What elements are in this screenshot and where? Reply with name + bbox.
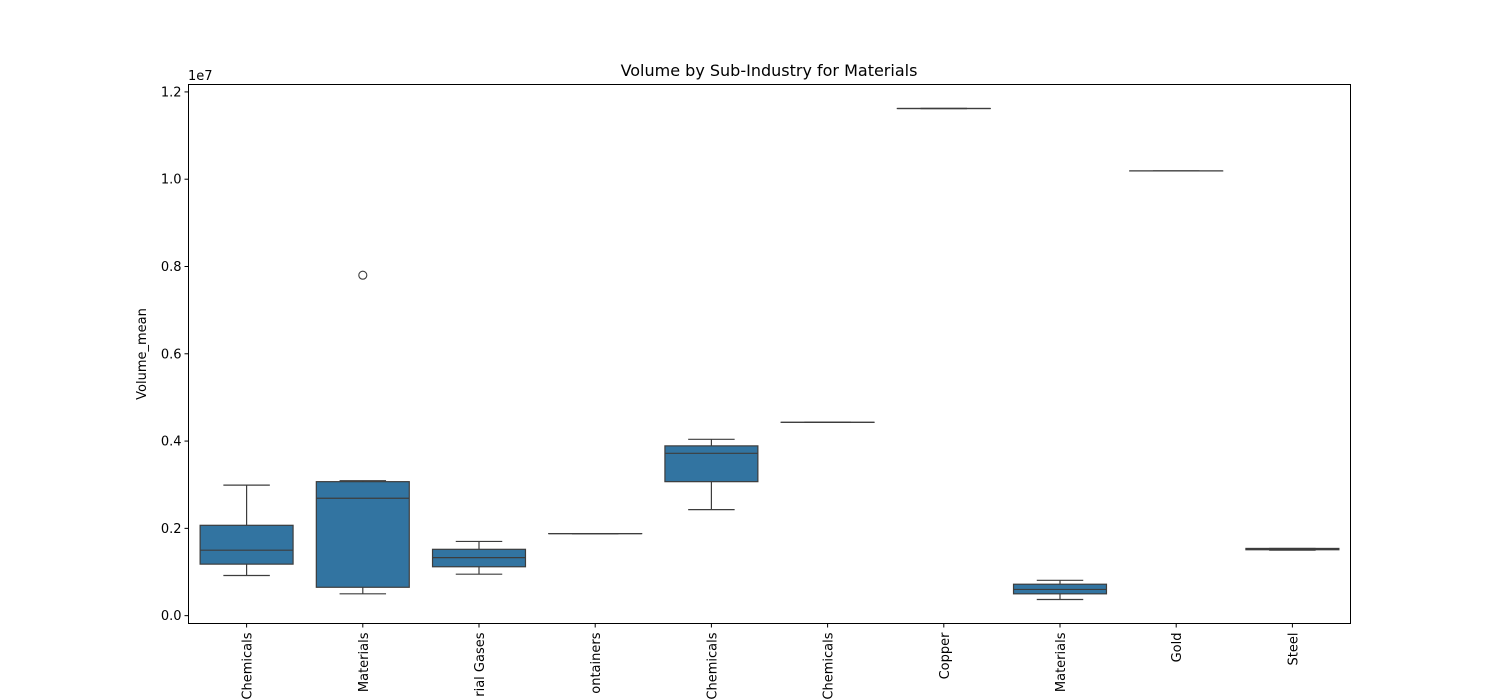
box-group bbox=[1245, 547, 1340, 551]
x-tick-label: rial Gases bbox=[473, 632, 488, 696]
y-tick-label: 0.2 bbox=[161, 522, 182, 537]
x-tick-label: Chemicals bbox=[705, 632, 720, 699]
y-tick-label: 1.0 bbox=[161, 173, 182, 188]
y-tick-label: 0.8 bbox=[161, 260, 182, 275]
y-offset-label: 1e7 bbox=[188, 69, 213, 84]
plot-content bbox=[199, 107, 1340, 601]
x-tick-label: Materials bbox=[1054, 632, 1069, 692]
x-tick-label: Chemicals bbox=[241, 632, 256, 699]
y-axis-ticks: 0.0 0.2 0.4 0.6 0.8 1.0 1.2 bbox=[161, 85, 189, 624]
y-tick-label: 0.6 bbox=[161, 347, 182, 362]
y-tick-label: 1.2 bbox=[161, 85, 182, 100]
box-group bbox=[1012, 579, 1108, 601]
x-axis-ticks: Chemicals Materials rial Gases ontainers Che… bbox=[241, 623, 1301, 700]
y-tick-label: 0.4 bbox=[161, 435, 182, 450]
box-group bbox=[664, 438, 759, 511]
y-tick-label: 0.0 bbox=[161, 609, 182, 624]
box-iqr bbox=[315, 481, 410, 588]
x-tick-label: Copper bbox=[938, 632, 953, 680]
box-group bbox=[199, 484, 294, 577]
y-axis-label: Volume_mean bbox=[135, 308, 150, 400]
chart-title: Volume by Sub-Industry for Materials bbox=[621, 61, 918, 80]
outlier-point bbox=[358, 270, 368, 280]
box-group bbox=[315, 270, 410, 595]
x-tick-label: Materials bbox=[357, 632, 372, 692]
x-tick-label: ontainers bbox=[589, 632, 604, 693]
box-iqr bbox=[664, 445, 759, 483]
x-tick-label: Gold bbox=[1170, 633, 1185, 663]
x-tick-label: Steel bbox=[1286, 633, 1301, 666]
plot-frame bbox=[188, 84, 1351, 624]
x-tick-label: Chemicals bbox=[822, 632, 837, 699]
box-iqr bbox=[199, 524, 294, 565]
box-group bbox=[431, 540, 527, 575]
